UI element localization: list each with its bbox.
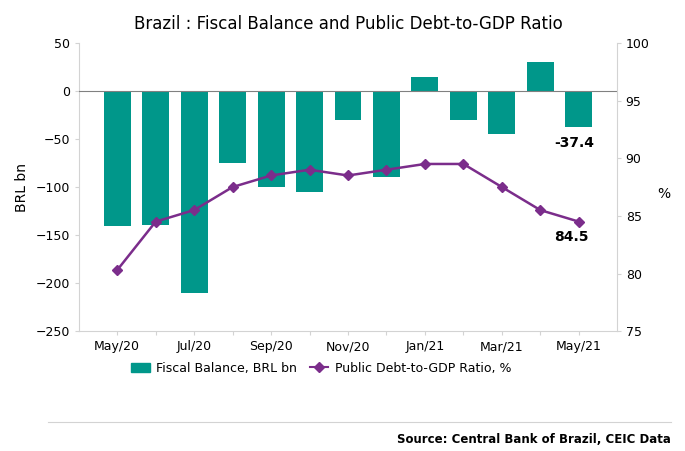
Bar [412,77,438,91]
Bar [488,91,515,134]
Bar [373,91,400,177]
Text: Source: Central Bank of Brazil, CEIC Data: Source: Central Bank of Brazil, CEIC Dat… [397,433,671,446]
Bar [103,91,131,226]
Title: Brazil : Fiscal Balance and Public Debt-to-GDP Ratio: Brazil : Fiscal Balance and Public Debt-… [134,15,562,33]
Bar [565,91,593,127]
Bar [219,91,246,163]
Legend: Fiscal Balance, BRL bn, Public Debt-to-GDP Ratio, %: Fiscal Balance, BRL bn, Public Debt-to-G… [126,357,516,380]
Y-axis label: BRL bn: BRL bn [15,162,29,212]
Text: 84.5: 84.5 [553,230,588,244]
Bar [181,91,208,293]
Bar [142,91,169,226]
Text: -37.4: -37.4 [553,136,594,150]
Y-axis label: %: % [657,187,670,201]
Bar [258,91,284,187]
Bar [296,91,323,192]
Bar [334,91,362,120]
Bar [450,91,477,120]
Bar [527,62,553,91]
